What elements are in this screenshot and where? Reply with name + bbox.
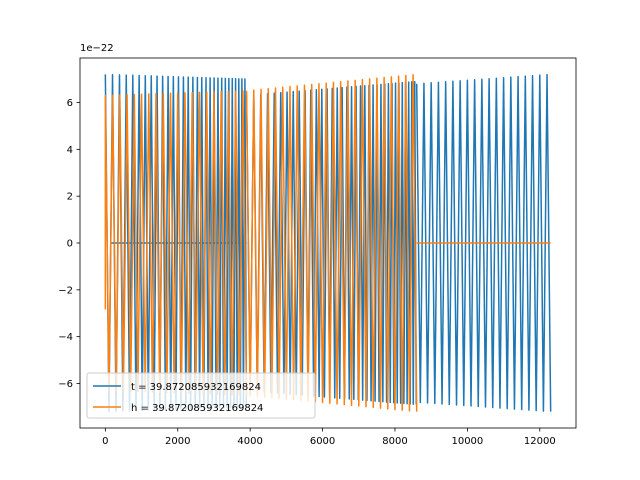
y-tick-label: 4 bbox=[67, 145, 73, 156]
legend: t = 39.872085932169824 h = 39.8720859321… bbox=[86, 372, 316, 419]
x-tick-label: 10000 bbox=[451, 436, 483, 447]
y-tick-label: −2 bbox=[58, 285, 73, 296]
x-tick-label: 6000 bbox=[310, 436, 335, 447]
x-tick-label: 8000 bbox=[382, 436, 407, 447]
x-tick-label: 4000 bbox=[237, 436, 262, 447]
x-tick-label: 0 bbox=[102, 436, 108, 447]
y-tick-label: −4 bbox=[58, 332, 73, 343]
y-tick-label: 6 bbox=[67, 98, 73, 109]
legend-frame bbox=[86, 372, 316, 419]
legend-label-t: t = 39.872085932169824 bbox=[131, 382, 261, 393]
legend-label-h: h = 39.872085932169824 bbox=[131, 403, 263, 414]
y-tick-label: −6 bbox=[58, 379, 73, 390]
y-axis: −6 −4 −2 0 2 4 6 bbox=[58, 98, 80, 390]
y-offset-label: 1e−22 bbox=[80, 43, 114, 54]
x-tick-label: 12000 bbox=[524, 436, 556, 447]
series-line-segment bbox=[245, 73, 418, 412]
x-axis: 0 2000 4000 6000 8000 10000 12000 bbox=[102, 428, 556, 447]
y-tick-label: 0 bbox=[67, 239, 73, 250]
series-layer bbox=[104, 73, 552, 413]
y-tick-label: 2 bbox=[67, 192, 73, 203]
x-tick-label: 2000 bbox=[165, 436, 190, 447]
